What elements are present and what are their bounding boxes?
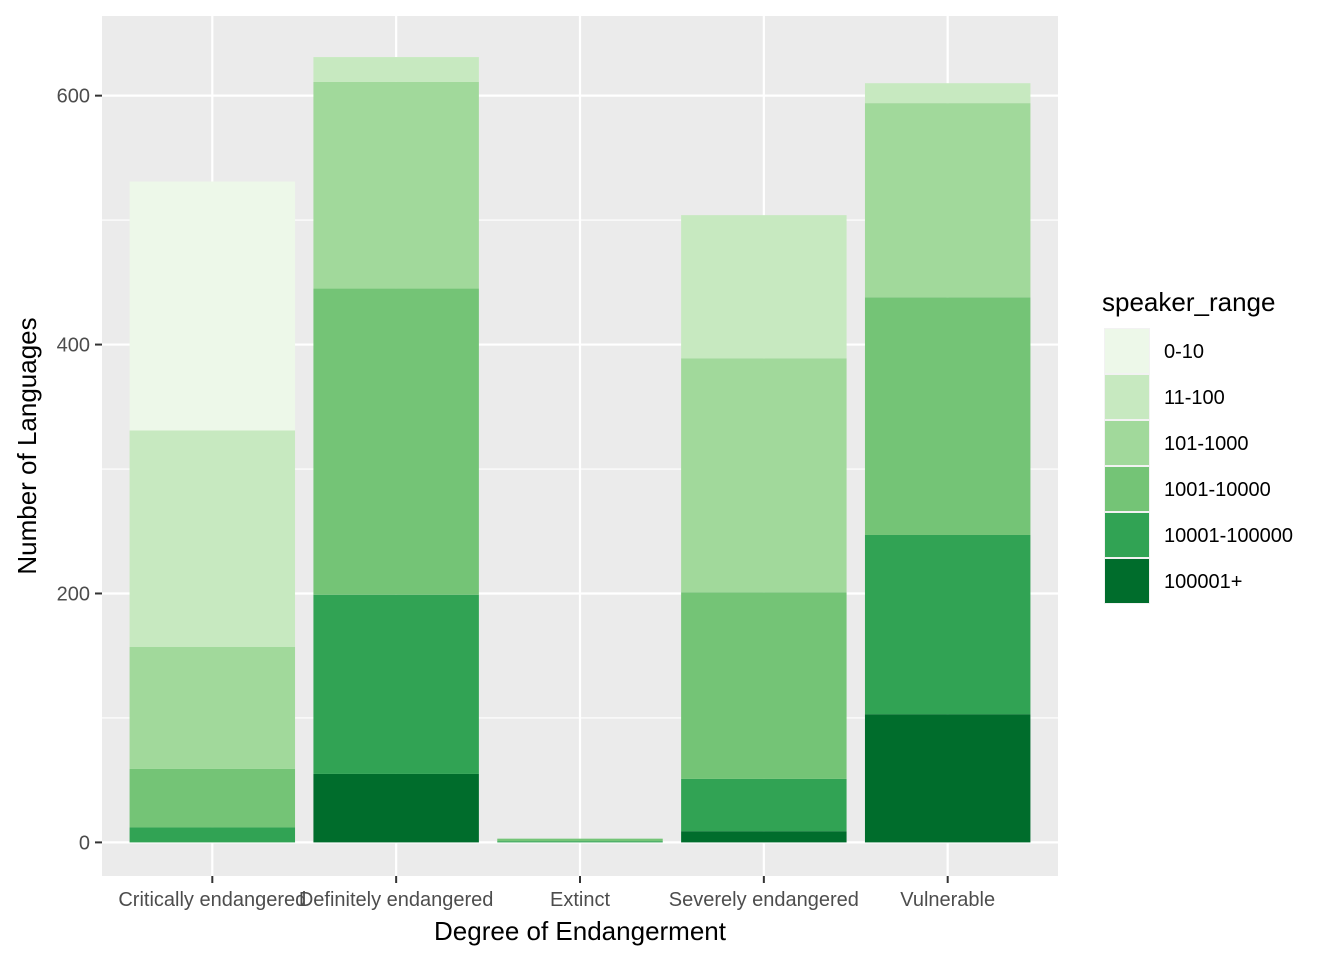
legend-items: 0-10 11-100 101-1000 1001-10000 10001-100000… (1104, 328, 1293, 604)
y-tick-label: 0 (79, 832, 90, 854)
y-axis: 0 200 400 600 (57, 86, 102, 854)
legend-swatch (1105, 467, 1149, 511)
bar-segment (129, 181, 296, 431)
legend-title: speaker_range (1102, 287, 1275, 317)
legend-swatch (1105, 421, 1149, 465)
bar-segment (681, 215, 847, 359)
bar-segment (681, 358, 847, 593)
bar-segment (864, 534, 1031, 715)
bar-segment (313, 288, 479, 595)
bar-segment (864, 297, 1031, 535)
legend-label: 101-1000 (1164, 433, 1249, 455)
legend-label: 11-100 (1164, 387, 1225, 409)
x-tick-label: Extinct (550, 889, 610, 911)
bar-segment (864, 103, 1031, 298)
x-tick-label: Critically endangered (118, 889, 306, 911)
y-tick-label: 600 (57, 86, 90, 108)
legend-swatch (1105, 513, 1149, 557)
x-tick-label: Severely endangered (669, 889, 859, 911)
bar-segment (313, 57, 479, 82)
legend-swatch (1105, 559, 1149, 603)
legend-label: 100001+ (1164, 571, 1242, 593)
bars (129, 57, 1031, 843)
y-tick-label: 400 (57, 335, 90, 357)
legend: speaker_range 0-10 11-100 101-1000 1001-100… (1102, 287, 1293, 604)
bar-segment (864, 714, 1031, 843)
x-tick-label: Vulnerable (900, 889, 995, 911)
bar-segment (313, 81, 479, 289)
bar-segment (681, 778, 847, 832)
legend-swatch (1105, 329, 1149, 373)
bar-segment (313, 773, 479, 843)
legend-label: 10001-100000 (1164, 525, 1293, 547)
bar-segment (497, 838, 663, 842)
bar-segment (129, 827, 296, 843)
y-tick-label: 200 (57, 583, 90, 605)
y-axis-title: Number of Languages (12, 317, 42, 574)
x-axis-title: Degree of Endangerment (434, 916, 727, 946)
x-tick-label: Definitely endangered (299, 889, 494, 911)
bar-segment (497, 841, 663, 843)
bar-segment (129, 768, 296, 828)
bar-segment (681, 831, 847, 843)
legend-label: 1001-10000 (1164, 479, 1271, 501)
legend-swatch (1105, 375, 1149, 419)
bar-segment (864, 83, 1031, 104)
legend-label: 0-10 (1164, 341, 1204, 363)
bar-segment (681, 592, 847, 779)
bar-segment (313, 594, 479, 774)
bar-segment (129, 430, 296, 647)
bar-segment (129, 646, 296, 769)
